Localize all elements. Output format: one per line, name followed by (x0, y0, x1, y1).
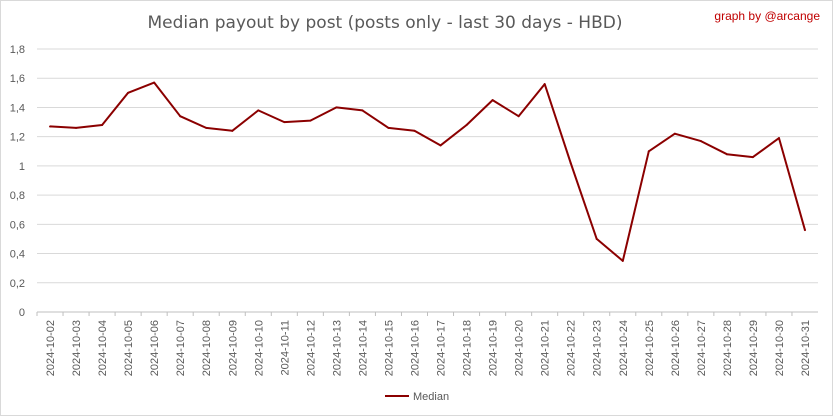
x-tick-label: 2024-10-05 (123, 320, 135, 376)
x-tick-label: 2024-10-11 (279, 320, 291, 375)
data-point (387, 126, 390, 129)
x-tick-label: 2024-10-17 (436, 320, 448, 376)
x-tick-label: 2024-10-23 (592, 320, 604, 376)
x-tick-label: 2024-10-03 (71, 320, 83, 376)
x-tick-label: 2024-10-27 (696, 320, 708, 376)
data-point (101, 123, 104, 126)
data-point (231, 129, 234, 132)
x-tick-label: 2024-10-21 (540, 320, 552, 376)
x-tick-label: 2024-10-02 (45, 320, 57, 376)
x-axis-ticks: 2024-10-02 2024-10-03 2024-10-04 2024-10-05… (36, 312, 812, 376)
x-tick-label: 2024-10-18 (462, 320, 474, 376)
data-point (75, 126, 78, 129)
data-point (569, 161, 572, 164)
x-tick-label: 2024-10-09 (227, 320, 239, 376)
y-tick-label: 0,2 (10, 278, 25, 290)
x-tick-label: 2024-10-08 (201, 320, 213, 376)
data-point (543, 83, 546, 86)
y-tick-label: 1,6 (10, 73, 25, 85)
x-tick-label: 2024-10-07 (175, 320, 187, 376)
x-tick-label: 2024-10-19 (488, 320, 500, 376)
x-tick-label: 2024-10-15 (383, 320, 395, 376)
data-point (751, 156, 754, 159)
x-tick-label: 2024-10-26 (670, 320, 682, 376)
data-point (153, 81, 156, 84)
y-axis-ticks: 0 0,2 0,4 0,6 0,8 1 1,2 1,4 1,6 1,8 (10, 44, 25, 319)
data-point (179, 115, 182, 118)
data-point (49, 125, 52, 128)
x-tick-label: 2024-10-29 (748, 320, 760, 376)
x-tick-label: 2024-10-31 (800, 320, 812, 376)
data-point (725, 153, 728, 156)
data-point (673, 132, 676, 135)
data-point (439, 144, 442, 147)
data-point (621, 259, 624, 262)
data-point (127, 91, 130, 94)
data-point (647, 150, 650, 153)
data-point (803, 229, 806, 232)
x-tick-label: 2024-10-25 (644, 320, 656, 376)
series-line-median (49, 81, 806, 262)
x-tick-label: 2024-10-12 (305, 320, 317, 376)
data-point (491, 99, 494, 102)
data-point (335, 106, 338, 109)
data-point (309, 119, 312, 122)
data-point (465, 123, 468, 126)
x-tick-label: 2024-10-13 (331, 320, 343, 376)
legend-label-median: Median (413, 391, 449, 403)
data-point (595, 237, 598, 240)
x-tick-label: 2024-10-30 (774, 320, 786, 376)
y-tick-label: 0,8 (10, 190, 25, 202)
x-tick-label: 2024-10-14 (357, 320, 369, 376)
data-point (777, 137, 780, 140)
gridlines (37, 48, 818, 313)
x-tick-label: 2024-10-16 (409, 320, 421, 376)
data-point (699, 140, 702, 143)
series-layer (49, 81, 806, 262)
x-tick-label: 2024-10-04 (97, 320, 109, 376)
y-tick-label: 0,6 (10, 219, 25, 231)
y-tick-label: 0 (19, 307, 25, 319)
data-point (413, 129, 416, 132)
y-tick-label: 1 (19, 161, 25, 173)
x-tick-label: 2024-10-22 (566, 320, 578, 376)
data-point (517, 115, 520, 118)
x-tick-label: 2024-10-28 (722, 320, 734, 376)
chart-credit: graph by @arcange (714, 9, 820, 23)
x-tick-label: 2024-10-24 (618, 320, 630, 376)
data-point (283, 121, 286, 124)
legend: Median (385, 391, 449, 403)
y-tick-label: 1,2 (10, 132, 25, 144)
x-tick-label: 2024-10-10 (253, 320, 265, 376)
data-point (205, 126, 208, 129)
x-tick-label: 2024-10-06 (149, 320, 161, 376)
data-point (361, 109, 364, 112)
chart-title: Median payout by post (posts only - last… (148, 13, 623, 33)
y-tick-label: 1,8 (10, 44, 25, 56)
x-tick-label: 2024-10-20 (514, 320, 526, 376)
data-point (257, 109, 260, 112)
y-tick-label: 0,4 (10, 249, 25, 261)
y-tick-label: 1,4 (10, 102, 25, 114)
